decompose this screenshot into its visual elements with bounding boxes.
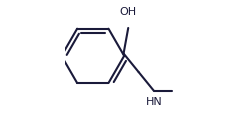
Text: OH: OH <box>120 7 137 17</box>
Text: HN: HN <box>145 97 162 107</box>
